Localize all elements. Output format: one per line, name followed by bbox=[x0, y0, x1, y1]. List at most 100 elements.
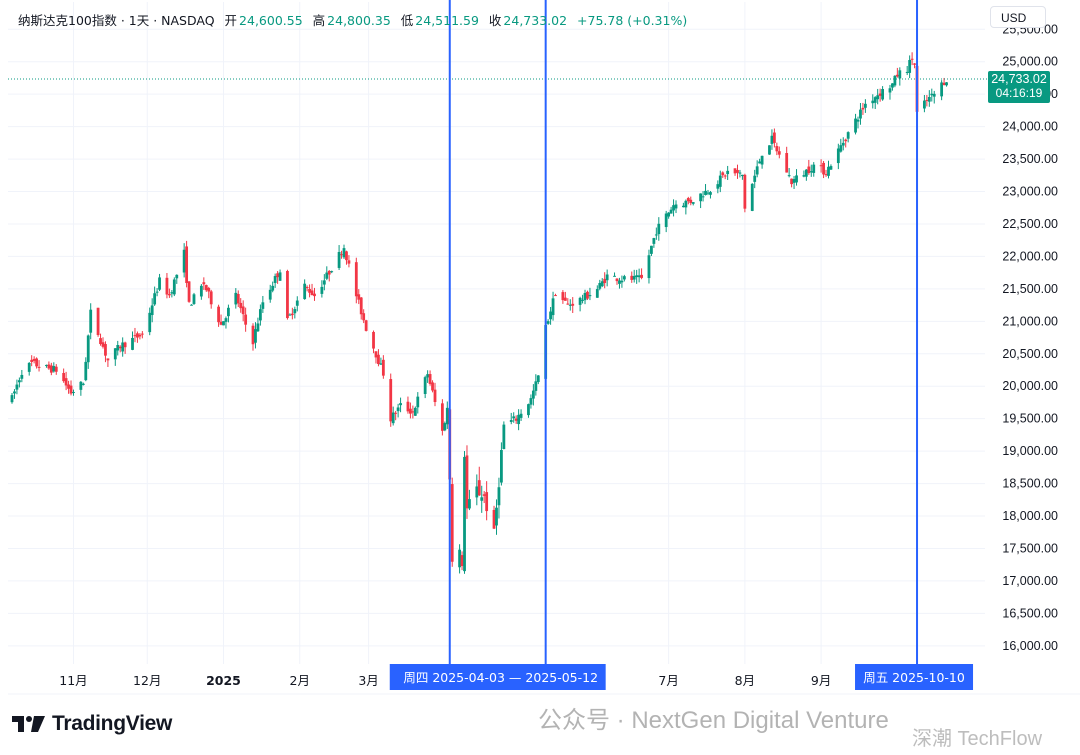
candle-body bbox=[895, 74, 899, 77]
candle-body bbox=[529, 398, 533, 405]
candle-body bbox=[927, 96, 931, 102]
x-tick-label: 2月 bbox=[290, 673, 310, 688]
candle-body bbox=[433, 389, 437, 403]
candle-body bbox=[898, 70, 902, 79]
candle-body bbox=[551, 298, 555, 316]
candle-body bbox=[445, 407, 449, 425]
candle-body bbox=[758, 161, 762, 164]
candle-body bbox=[654, 234, 658, 236]
candle-body bbox=[72, 391, 75, 393]
candle-body bbox=[35, 358, 38, 367]
candle-body bbox=[750, 183, 754, 211]
candle-body bbox=[364, 320, 368, 331]
candle-body bbox=[718, 175, 722, 187]
candle-body bbox=[640, 274, 643, 278]
currency-selector[interactable]: USD bbox=[990, 6, 1046, 28]
candle-body bbox=[62, 372, 66, 382]
candle-body bbox=[910, 58, 914, 60]
candle-body bbox=[251, 325, 255, 345]
candle-body bbox=[239, 302, 243, 309]
candle-body bbox=[256, 323, 260, 332]
candle-body bbox=[768, 145, 771, 155]
candle-body bbox=[923, 100, 926, 109]
candle-body bbox=[704, 190, 707, 196]
candle-body bbox=[217, 306, 220, 323]
candle-body bbox=[167, 294, 171, 296]
candle-body bbox=[340, 254, 343, 256]
candle-body bbox=[485, 492, 489, 512]
candle-body bbox=[234, 292, 238, 305]
candle-body bbox=[497, 487, 501, 506]
candle-body bbox=[440, 403, 444, 431]
candle-body bbox=[121, 342, 125, 352]
candle-body bbox=[859, 109, 862, 119]
candle-body bbox=[79, 381, 83, 390]
candle-body bbox=[804, 169, 808, 177]
candle-body bbox=[829, 166, 833, 170]
candle-body bbox=[374, 351, 378, 358]
candle-body bbox=[635, 275, 639, 278]
candle-body bbox=[187, 281, 191, 302]
tradingview-logo[interactable]: TradingView bbox=[12, 712, 172, 736]
candle-body bbox=[320, 286, 324, 294]
candle-body bbox=[158, 277, 161, 290]
date-marker-label: 周五 2025-10-10 bbox=[863, 670, 965, 685]
candle-body bbox=[854, 118, 857, 133]
date-range-badge bbox=[389, 664, 606, 690]
candle-body bbox=[647, 255, 651, 279]
candle-body bbox=[839, 145, 843, 152]
candle-body bbox=[571, 303, 575, 306]
candle-body bbox=[632, 276, 636, 280]
bar-countdown: 04:16:19 bbox=[996, 86, 1043, 100]
y-tick-label: 17,500.00 bbox=[1002, 541, 1058, 555]
tradingview-logo-icon bbox=[12, 716, 45, 732]
y-tick-label: 24,000.00 bbox=[1002, 120, 1058, 134]
candle-body bbox=[416, 396, 420, 408]
candle-body bbox=[17, 380, 21, 383]
candle-body bbox=[202, 282, 206, 285]
candle-body bbox=[514, 418, 518, 421]
candle-body bbox=[908, 60, 912, 73]
candle-body bbox=[701, 196, 705, 198]
candle-body bbox=[209, 291, 213, 305]
candle-body bbox=[276, 273, 280, 278]
candle-body bbox=[426, 374, 430, 378]
candle-body bbox=[431, 382, 434, 391]
candle-body bbox=[10, 395, 14, 403]
candle-body bbox=[278, 272, 282, 281]
candle-body bbox=[770, 135, 774, 144]
y-tick-label: 23,000.00 bbox=[1002, 185, 1058, 199]
candle-body bbox=[905, 71, 909, 73]
candle-body bbox=[841, 142, 845, 146]
candle-body bbox=[686, 198, 690, 202]
candle-body bbox=[81, 383, 85, 385]
candle-body bbox=[787, 175, 791, 177]
candle-body bbox=[465, 455, 469, 509]
candle-body bbox=[428, 374, 432, 384]
candle-body bbox=[258, 309, 262, 321]
candle-body bbox=[286, 271, 289, 319]
candle-body bbox=[273, 276, 277, 283]
candle-body bbox=[116, 345, 120, 351]
candle-body bbox=[600, 281, 604, 287]
candle-body bbox=[101, 342, 105, 347]
x-tick-label: 11月 bbox=[59, 673, 87, 688]
y-tick-label: 22,000.00 bbox=[1002, 249, 1058, 263]
candle-body bbox=[795, 175, 798, 183]
candles-group bbox=[10, 52, 948, 574]
candle-body bbox=[615, 278, 619, 282]
candle-body bbox=[480, 497, 484, 501]
candle-body bbox=[131, 337, 134, 350]
candle-body bbox=[293, 309, 297, 314]
candle-body bbox=[672, 205, 675, 211]
candle-body bbox=[106, 358, 110, 361]
y-tick-label: 18,000.00 bbox=[1002, 509, 1058, 523]
candle-body bbox=[753, 175, 757, 182]
y-tick-label: 17,000.00 bbox=[1002, 574, 1058, 588]
symbol-title: 纳斯达克100指数 · 1天 · NASDAQ bbox=[18, 13, 215, 28]
last-price-badge bbox=[988, 71, 1050, 104]
candle-body bbox=[563, 297, 567, 301]
candle-body bbox=[531, 390, 535, 399]
candle-body bbox=[502, 424, 506, 450]
